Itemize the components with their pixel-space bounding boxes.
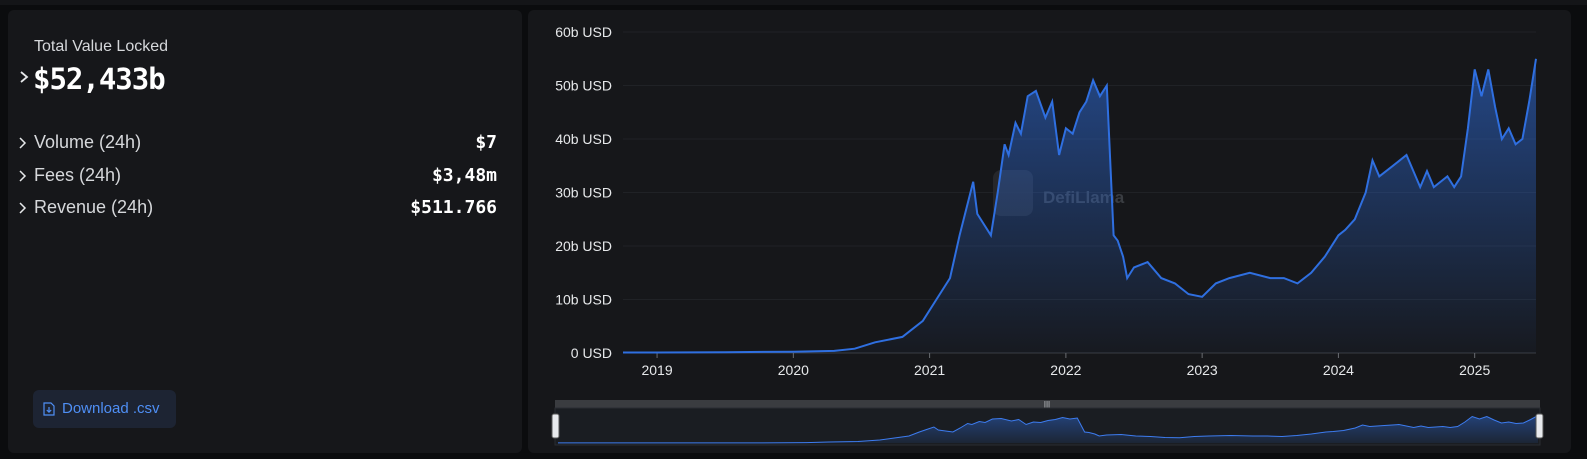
- range-slider-bar[interactable]: [555, 400, 1540, 408]
- protocol-summary-panel: Total Value Locked $52,433b Volume (24h)…: [8, 10, 522, 453]
- x-tick-label: 2022: [1050, 362, 1081, 378]
- tvl-chart[interactable]: 0 USD 10b USD 20b USD 30b USD 40b USD 50b USD…: [528, 10, 1571, 453]
- tvl-chart-panel: 0 USD 10b USD 20b USD 30b USD 40b USD 50b USD…: [528, 10, 1571, 453]
- tvl-value: $52,433b: [33, 62, 166, 96]
- x-tick-label: 2025: [1459, 362, 1490, 378]
- stat-label: Revenue (24h): [34, 197, 154, 217]
- drag-grip-icon[interactable]: |||: [1044, 400, 1050, 409]
- y-tick-label: 60b USD: [555, 24, 612, 40]
- top-border: [0, 0, 1587, 5]
- y-tick-label: 20b USD: [555, 238, 612, 254]
- tvl-line: [623, 58, 1537, 354]
- y-tick-label: 0 USD: [571, 345, 612, 361]
- download-csv-label: Download .csv: [62, 400, 160, 417]
- file-download-icon: [43, 402, 55, 416]
- tvl-area: [623, 58, 1536, 354]
- y-tick-label: 10b USD: [555, 292, 612, 308]
- tvl-label: Total Value Locked: [34, 38, 169, 55]
- chevron-right-icon: [19, 137, 27, 149]
- stat-row-revenue[interactable]: Revenue (24h) $511.766: [17, 195, 497, 223]
- navigator-line: [558, 415, 1539, 444]
- stat-row-fees[interactable]: Fees (24h) $3,48m: [17, 163, 497, 191]
- x-tick-label: 2023: [1187, 362, 1218, 378]
- stat-value: $7: [475, 132, 497, 153]
- x-tick-label: 2024: [1323, 362, 1354, 378]
- range-handle-right[interactable]: [1535, 413, 1544, 439]
- x-tick-label: 2019: [641, 362, 672, 378]
- download-csv-button[interactable]: Download .csv: [33, 390, 176, 428]
- y-tick-label: 40b USD: [555, 131, 612, 147]
- chevron-right-icon[interactable]: [17, 70, 31, 84]
- stat-label: Fees (24h): [34, 165, 122, 185]
- stat-value: $511.766: [410, 197, 497, 218]
- y-tick-label: 50b USD: [555, 78, 612, 94]
- chevron-right-icon: [19, 170, 27, 182]
- stat-label: Volume (24h): [34, 132, 142, 152]
- stat-row-volume[interactable]: Volume (24h) $7: [17, 130, 497, 158]
- stat-value: $3,48m: [431, 165, 497, 186]
- range-handle-left[interactable]: [551, 413, 560, 439]
- chevron-right-icon: [19, 202, 27, 214]
- x-tick-label: 2020: [778, 362, 809, 378]
- x-tick-label: 2021: [914, 362, 945, 378]
- y-tick-label: 30b USD: [555, 185, 612, 201]
